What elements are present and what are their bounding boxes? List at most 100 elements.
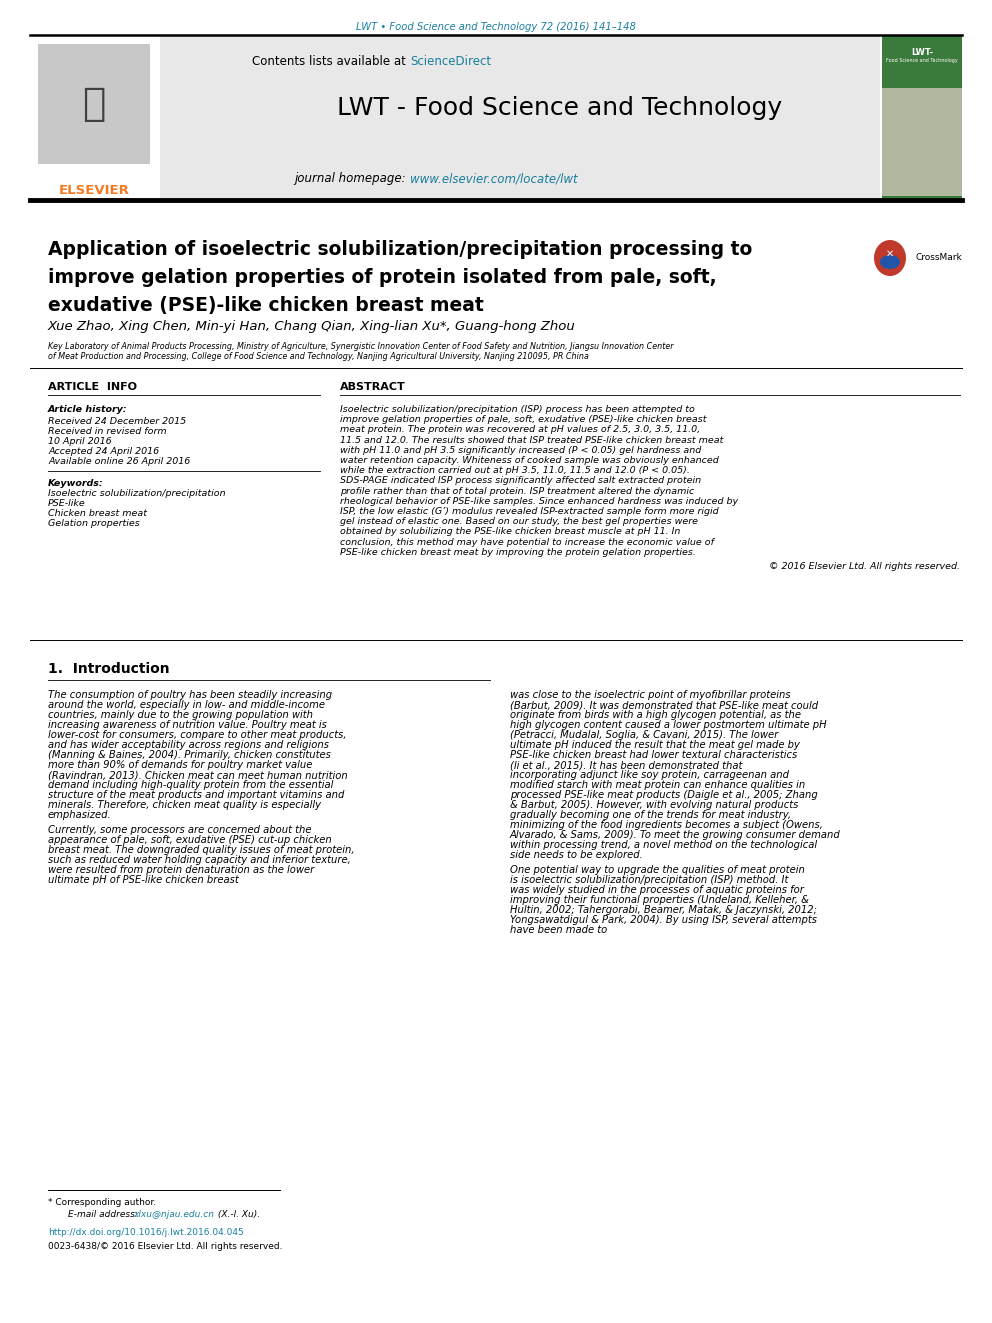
Text: Hultin, 2002; Tahergorabi, Beamer, Matak, & Jaczynski, 2012;: Hultin, 2002; Tahergorabi, Beamer, Matak… — [510, 905, 817, 916]
Text: SDS-PAGE indicated ISP process significantly affected salt extracted protein: SDS-PAGE indicated ISP process significa… — [340, 476, 701, 486]
Text: minimizing of the food ingredients becomes a subject (Owens,: minimizing of the food ingredients becom… — [510, 820, 823, 830]
Text: within processing trend, a novel method on the technological: within processing trend, a novel method … — [510, 840, 817, 849]
Text: is isoelectric solubilization/precipitation (ISP) method. It: is isoelectric solubilization/precipitat… — [510, 875, 789, 885]
Text: journal homepage:: journal homepage: — [295, 172, 410, 185]
Text: improve gelation properties of pale, soft, exudative (PSE)-like chicken breast: improve gelation properties of pale, sof… — [340, 415, 706, 425]
Text: Contents lists available at: Contents lists available at — [252, 56, 410, 67]
Text: © 2016 Elsevier Ltd. All rights reserved.: © 2016 Elsevier Ltd. All rights reserved… — [769, 562, 960, 572]
Text: breast meat. The downgraded quality issues of meat protein,: breast meat. The downgraded quality issu… — [48, 845, 354, 855]
Text: countries, mainly due to the growing population with: countries, mainly due to the growing pop… — [48, 710, 313, 720]
Text: www.elsevier.com/locate/lwt: www.elsevier.com/locate/lwt — [410, 172, 577, 185]
Text: 1.  Introduction: 1. Introduction — [48, 662, 170, 676]
Text: Accepted 24 April 2016: Accepted 24 April 2016 — [48, 447, 159, 456]
Text: One potential way to upgrade the qualities of meat protein: One potential way to upgrade the qualiti… — [510, 865, 805, 875]
Text: * Corresponding author.: * Corresponding author. — [48, 1199, 156, 1207]
Text: ISP, the low elastic (G’) modulus revealed ISP-extracted sample form more rigid: ISP, the low elastic (G’) modulus reveal… — [340, 507, 718, 516]
Text: Yongsawatdigul & Park, 2004). By using ISP, several attempts: Yongsawatdigul & Park, 2004). By using I… — [510, 916, 817, 925]
Text: Gelation properties: Gelation properties — [48, 519, 140, 528]
Text: improve gelation properties of protein isolated from pale, soft,: improve gelation properties of protein i… — [48, 269, 716, 287]
Text: ultimate pH of PSE-like chicken breast: ultimate pH of PSE-like chicken breast — [48, 875, 239, 885]
Text: PSE-like chicken breast had lower textural characteristics: PSE-like chicken breast had lower textur… — [510, 750, 798, 759]
Text: demand including high-quality protein from the essential: demand including high-quality protein fr… — [48, 781, 333, 790]
Text: water retention capacity. Whiteness of cooked sample was obviously enhanced: water retention capacity. Whiteness of c… — [340, 456, 719, 464]
Text: 10 April 2016: 10 April 2016 — [48, 437, 112, 446]
Text: high glycogen content caused a lower postmortem ultimate pH: high glycogen content caused a lower pos… — [510, 720, 826, 730]
Text: (li et al., 2015). It has been demonstrated that: (li et al., 2015). It has been demonstra… — [510, 759, 742, 770]
Text: appearance of pale, soft, exudative (PSE) cut-up chicken: appearance of pale, soft, exudative (PSE… — [48, 835, 331, 845]
Text: 0023-6438/© 2016 Elsevier Ltd. All rights reserved.: 0023-6438/© 2016 Elsevier Ltd. All right… — [48, 1242, 283, 1252]
Text: obtained by solubilizing the PSE-like chicken breast muscle at pH 11. In: obtained by solubilizing the PSE-like ch… — [340, 528, 681, 536]
Text: LWT - Food Science and Technology: LWT - Food Science and Technology — [337, 97, 783, 120]
Text: exudative (PSE)-like chicken breast meat: exudative (PSE)-like chicken breast meat — [48, 296, 484, 315]
Text: improving their functional properties (Undeland, Kelleher, &: improving their functional properties (U… — [510, 894, 808, 905]
Text: ARTICLE  INFO: ARTICLE INFO — [48, 382, 137, 392]
Text: lower-cost for consumers, compare to other meat products,: lower-cost for consumers, compare to oth… — [48, 730, 346, 740]
Text: Keywords:: Keywords: — [48, 479, 103, 488]
Text: (Barbut, 2009). It was demonstrated that PSE-like meat could: (Barbut, 2009). It was demonstrated that… — [510, 700, 818, 710]
Text: (Petracci, Mudalal, Soglia, & Cavani, 2015). The lower: (Petracci, Mudalal, Soglia, & Cavani, 20… — [510, 730, 779, 740]
Text: (X.-l. Xu).: (X.-l. Xu). — [215, 1211, 260, 1218]
Text: CrossMark: CrossMark — [915, 254, 962, 262]
Text: Alvarado, & Sams, 2009). To meet the growing consumer demand: Alvarado, & Sams, 2009). To meet the gro… — [510, 830, 841, 840]
Text: minerals. Therefore, chicken meat quality is especially: minerals. Therefore, chicken meat qualit… — [48, 800, 321, 810]
Text: more than 90% of demands for poultry market value: more than 90% of demands for poultry mar… — [48, 759, 312, 770]
Text: Application of isoelectric solubilization/precipitation processing to: Application of isoelectric solubilizatio… — [48, 239, 752, 259]
Text: incorporating adjunct like soy protein, carrageenan and: incorporating adjunct like soy protein, … — [510, 770, 789, 781]
Text: Food Science and Technology: Food Science and Technology — [886, 58, 958, 64]
Text: gradually becoming one of the trends for meat industry,: gradually becoming one of the trends for… — [510, 810, 791, 820]
Text: LWT • Food Science and Technology 72 (2016) 141–148: LWT • Food Science and Technology 72 (20… — [356, 22, 636, 32]
Bar — [882, 36, 962, 198]
Text: modified starch with meat protein can enhance qualities in: modified starch with meat protein can en… — [510, 781, 806, 790]
Text: rheological behavior of PSE-like samples. Since enhanced hardness was induced by: rheological behavior of PSE-like samples… — [340, 497, 738, 505]
Text: Currently, some processors are concerned about the: Currently, some processors are concerned… — [48, 826, 311, 835]
Text: Article history:: Article history: — [48, 405, 128, 414]
Text: http://dx.doi.org/10.1016/j.lwt.2016.04.045: http://dx.doi.org/10.1016/j.lwt.2016.04.… — [48, 1228, 244, 1237]
Text: Received 24 December 2015: Received 24 December 2015 — [48, 417, 186, 426]
Text: xlxu@njau.edu.cn: xlxu@njau.edu.cn — [133, 1211, 214, 1218]
Text: increasing awareness of nutrition value. Poultry meat is: increasing awareness of nutrition value.… — [48, 720, 327, 730]
Text: Xue Zhao, Xing Chen, Min-yi Han, Chang Qian, Xing-lian Xu*, Guang-hong Zhou: Xue Zhao, Xing Chen, Min-yi Han, Chang Q… — [48, 320, 575, 333]
Text: Chicken breast meat: Chicken breast meat — [48, 509, 147, 519]
Text: conclusion, this method may have potential to increase the economic value of: conclusion, this method may have potenti… — [340, 537, 714, 546]
Text: & Barbut, 2005). However, with evolving natural products: & Barbut, 2005). However, with evolving … — [510, 800, 799, 810]
Ellipse shape — [880, 255, 900, 269]
Text: gel instead of elastic one. Based on our study, the best gel properties were: gel instead of elastic one. Based on our… — [340, 517, 698, 527]
Bar — [30, 36, 160, 198]
Text: such as reduced water holding capacity and inferior texture,: such as reduced water holding capacity a… — [48, 855, 351, 865]
Text: around the world, especially in low- and middle-income: around the world, especially in low- and… — [48, 700, 325, 710]
Text: 11.5 and 12.0. The results showed that ISP treated PSE-like chicken breast meat: 11.5 and 12.0. The results showed that I… — [340, 435, 723, 445]
Text: processed PSE-like meat products (Daigle et al., 2005; Zhang: processed PSE-like meat products (Daigle… — [510, 790, 817, 800]
Bar — [38, 44, 150, 164]
Text: have been made to: have been made to — [510, 925, 607, 935]
Text: Isoelectric solubilization/precipitation (ISP) process has been attempted to: Isoelectric solubilization/precipitation… — [340, 405, 694, 414]
Text: ✕: ✕ — [886, 249, 894, 259]
Text: while the extraction carried out at pH 3.5, 11.0, 11.5 and 12.0 (P < 0.05).: while the extraction carried out at pH 3… — [340, 466, 689, 475]
Text: PSE-like chicken breast meat by improving the protein gelation properties.: PSE-like chicken breast meat by improvin… — [340, 548, 695, 557]
Text: ABSTRACT: ABSTRACT — [340, 382, 406, 392]
Text: of Meat Production and Processing, College of Food Science and Technology, Nanji: of Meat Production and Processing, Colle… — [48, 352, 589, 361]
Text: originate from birds with a high glycogen potential, as the: originate from birds with a high glycoge… — [510, 710, 801, 720]
Text: The consumption of poultry has been steadily increasing: The consumption of poultry has been stea… — [48, 691, 332, 700]
Text: ELSEVIER: ELSEVIER — [59, 184, 129, 197]
Text: Isoelectric solubilization/precipitation: Isoelectric solubilization/precipitation — [48, 490, 225, 497]
Text: ultimate pH induced the result that the meat gel made by: ultimate pH induced the result that the … — [510, 740, 800, 750]
Text: E-mail address:: E-mail address: — [68, 1211, 141, 1218]
Text: was close to the isoelectric point of myofibrillar proteins: was close to the isoelectric point of my… — [510, 691, 791, 700]
Text: PSE-like: PSE-like — [48, 499, 85, 508]
Text: ScienceDirect: ScienceDirect — [410, 56, 491, 67]
Text: (Ravindran, 2013). Chicken meat can meet human nutrition: (Ravindran, 2013). Chicken meat can meet… — [48, 770, 348, 781]
Bar — [882, 89, 962, 196]
Text: Available online 26 April 2016: Available online 26 April 2016 — [48, 456, 190, 466]
Text: Received in revised form: Received in revised form — [48, 427, 167, 437]
Text: were resulted from protein denaturation as the lower: were resulted from protein denaturation … — [48, 865, 314, 875]
Text: 🌳: 🌳 — [82, 85, 106, 123]
Text: Key Laboratory of Animal Products Processing, Ministry of Agriculture, Synergist: Key Laboratory of Animal Products Proces… — [48, 343, 674, 351]
Text: structure of the meat products and important vitamins and: structure of the meat products and impor… — [48, 790, 344, 800]
Text: meat protein. The protein was recovered at pH values of 2.5, 3.0, 3.5, 11.0,: meat protein. The protein was recovered … — [340, 426, 700, 434]
Ellipse shape — [874, 239, 906, 277]
Text: with pH 11.0 and pH 3.5 significantly increased (P < 0.05) gel hardness and: with pH 11.0 and pH 3.5 significantly in… — [340, 446, 701, 455]
Text: LWT-: LWT- — [911, 48, 933, 57]
Text: and has wider acceptability across regions and religions: and has wider acceptability across regio… — [48, 740, 329, 750]
Text: profile rather than that of total protein. ISP treatment altered the dynamic: profile rather than that of total protei… — [340, 487, 694, 496]
Text: (Manning & Baines, 2004). Primarily, chicken constitutes: (Manning & Baines, 2004). Primarily, chi… — [48, 750, 331, 759]
